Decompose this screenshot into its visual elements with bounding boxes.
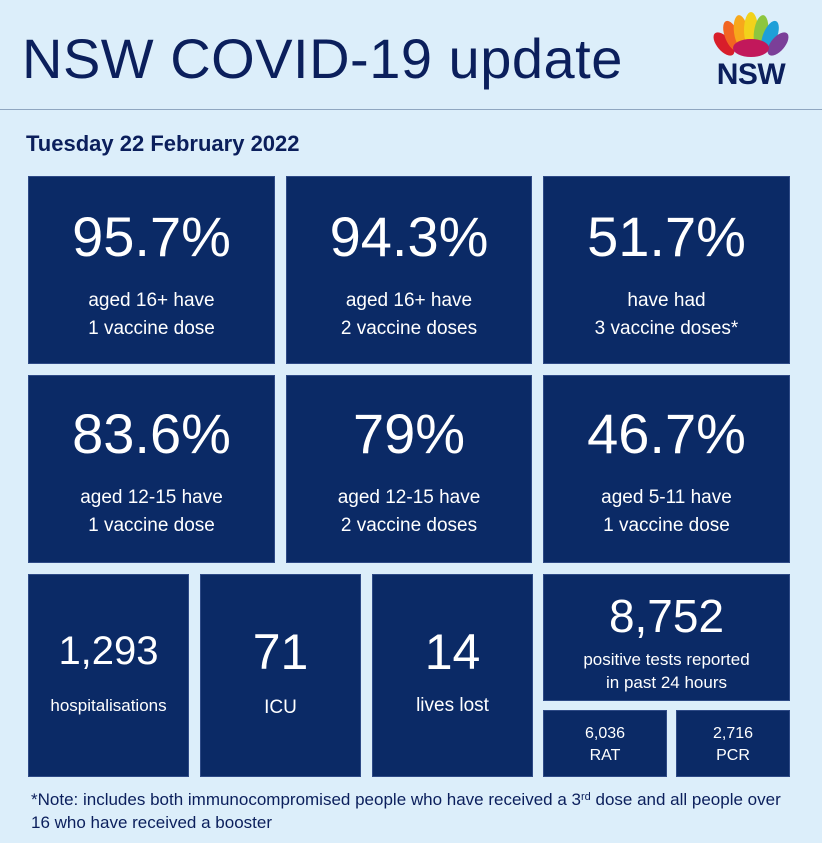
stat-value: 8,752 (608, 590, 725, 642)
stat-label: hospitalisations (50, 696, 167, 715)
footnote-part1: *Note: includes both immunocompromised p… (31, 790, 581, 809)
tile-label-line2: 2 vaccine doses (340, 318, 478, 339)
tile-label-line1: aged 12-15 have (80, 487, 223, 508)
tile-value: 51.7% (587, 205, 746, 268)
tile-16plus-1-dose: 95.7% aged 16+ have 1 vaccine dose (28, 176, 275, 364)
tile-label-line1: aged 16+ have (345, 290, 473, 311)
tile-label-line2: 1 vaccine dose (603, 515, 730, 536)
tile-16plus-2-doses: 94.3% aged 16+ have 2 vaccine doses (286, 176, 532, 364)
stat-label: lives lost (416, 695, 489, 716)
tile-icu: 71 ICU (200, 574, 361, 777)
tile-value: 95.7% (72, 205, 231, 268)
stat-label: ICU (264, 697, 297, 718)
report-date: Tuesday 22 February 2022 (26, 131, 300, 156)
stat-label-line1: positive tests reported (583, 650, 750, 669)
stat-value: 1,293 (58, 629, 159, 673)
footnote: *Note: includes both immunocompromised p… (31, 788, 801, 834)
stat-value: 2,716 (712, 725, 754, 742)
stat-label-line2: in past 24 hours (606, 673, 727, 692)
stat-label: RAT (589, 747, 621, 764)
tile-pcr: 2,716 PCR (676, 710, 790, 777)
stat-value: 6,036 (584, 725, 626, 742)
tile-hospitalisations: 1,293 hospitalisations (28, 574, 189, 777)
tile-12-15-2-doses: 79% aged 12-15 have 2 vaccine doses (286, 375, 532, 563)
tile-label-line2: 3 vaccine doses* (594, 318, 739, 339)
tile-label-line1: aged 16+ have (88, 290, 215, 311)
tile-label-line1: have had (627, 290, 706, 311)
tile-label-line1: aged 12-15 have (337, 487, 481, 508)
tile-label-line2: 2 vaccine doses (340, 515, 478, 536)
tile-label-line2: 1 vaccine dose (88, 515, 215, 536)
nsw-logo: NSW (706, 8, 802, 96)
header: NSW COVID-19 update NSW (0, 0, 822, 110)
page-title: NSW COVID-19 update (22, 27, 623, 90)
tile-value: 83.6% (72, 402, 231, 465)
tile-5-11-1-dose: 46.7% aged 5-11 have 1 vaccine dose (543, 375, 790, 563)
tile-label-line1: aged 5-11 have (601, 487, 732, 508)
stat-label: PCR (716, 747, 750, 764)
tile-value: 46.7% (587, 402, 746, 465)
stat-value: 71 (252, 624, 309, 680)
tile-12-15-1-dose: 83.6% aged 12-15 have 1 vaccine dose (28, 375, 275, 563)
logo-text: NSW (716, 58, 786, 91)
tile-rat: 6,036 RAT (543, 710, 667, 777)
tile-value: 94.3% (329, 205, 489, 268)
stat-value: 14 (424, 624, 481, 680)
tile-lives-lost: 14 lives lost (372, 574, 533, 777)
footnote-superscript: rd (580, 791, 591, 803)
tile-value: 79% (352, 402, 466, 465)
tile-positive-tests: 8,752 positive tests reported in past 24… (543, 574, 790, 701)
tile-3-doses: 51.7% have had 3 vaccine doses* (543, 176, 790, 364)
footnote-part2: dose and all people over 16 who have rec… (31, 790, 781, 832)
waratah-flower-icon (713, 12, 789, 57)
tile-label-line2: 1 vaccine dose (88, 318, 215, 339)
